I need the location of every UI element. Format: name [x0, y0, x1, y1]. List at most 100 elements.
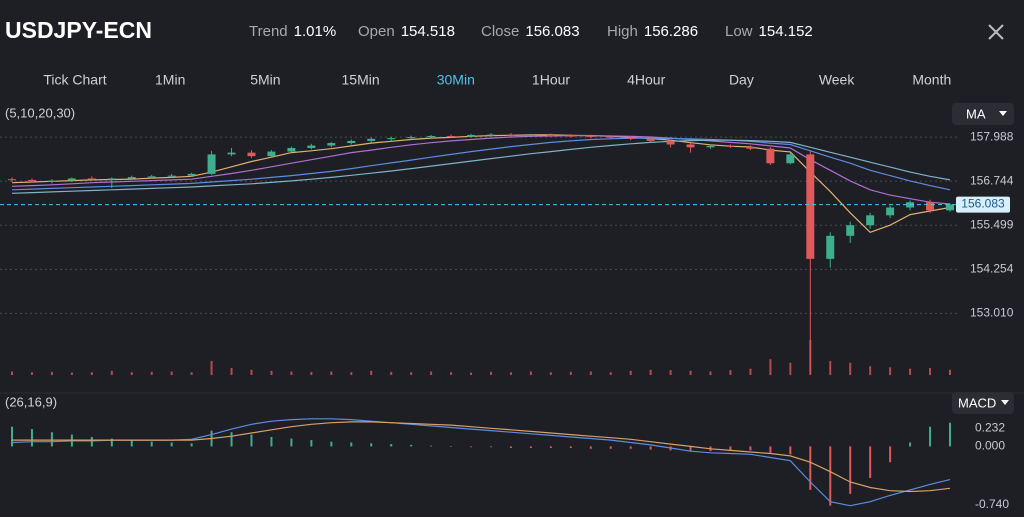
timeframe-tab[interactable]: 5Min [250, 72, 280, 88]
volume-bar [330, 371, 333, 375]
volume-bar [529, 371, 532, 375]
candle-body [726, 145, 735, 147]
ma-line [11, 137, 951, 191]
volume-bar [849, 362, 852, 375]
timeframe-tab[interactable]: 1Min [155, 72, 185, 88]
macd-histogram-bar [410, 444, 413, 447]
macd-histogram-bar [549, 446, 552, 449]
candle-body [666, 140, 675, 145]
ma-line [11, 135, 951, 205]
candle-body [786, 154, 795, 164]
macd-histogram-bar [110, 438, 113, 447]
timeframe-tab[interactable]: 15Min [342, 72, 380, 88]
volume-bar [250, 369, 253, 375]
volume-bar [869, 366, 872, 375]
macd-histogram-bar [749, 446, 752, 451]
timeframe-tab[interactable]: Day [729, 72, 754, 88]
candle-body [327, 143, 336, 146]
volume-bar [70, 372, 73, 375]
stat-label: Open [358, 23, 395, 40]
volume-bar [929, 368, 932, 375]
candle-body [946, 204, 954, 211]
macd-histogram-bar [869, 446, 872, 479]
macd-histogram-bar [30, 429, 33, 447]
macd-histogram-bar [11, 426, 13, 447]
last-price-label: 156.083 [961, 197, 1005, 211]
candle-body [27, 179, 36, 181]
volume-bar [390, 371, 393, 375]
macd-histogram-bar [450, 446, 453, 447]
volume-bar [709, 371, 712, 375]
volume-bar [11, 371, 13, 375]
volume-bar [769, 359, 772, 375]
timeframe-tab[interactable]: 4Hour [627, 72, 665, 88]
volume-bar [549, 372, 552, 375]
volume-bar [370, 370, 373, 375]
indicator-params: (26,16,9) [5, 394, 57, 409]
volume-bar [509, 372, 512, 375]
macd-dropdown[interactable] [952, 392, 1014, 414]
volume-bar [90, 372, 93, 375]
candle-body [626, 137, 635, 139]
macd-histogram-bar [509, 446, 512, 449]
candle-body [746, 146, 755, 149]
y-tick-label: 0.000 [975, 439, 1005, 453]
volume-bar [749, 368, 752, 375]
volume-bar [949, 369, 951, 375]
candle-body [207, 154, 216, 174]
macd-histogram-bar [430, 445, 433, 447]
candle-body [686, 144, 695, 148]
volume-bar [669, 370, 672, 375]
candle-body [866, 215, 875, 226]
timeframe-tab[interactable]: Week [819, 72, 856, 88]
candle-body [247, 152, 256, 157]
close-button[interactable] [988, 24, 1004, 40]
volume-bar [310, 371, 313, 375]
volume-bar [190, 372, 193, 375]
macd-histogram-bar [250, 434, 253, 447]
candle-body [486, 134, 495, 136]
volume-bar [629, 370, 632, 375]
candle-body [566, 135, 575, 137]
y-tick-label: 155.499 [970, 217, 1014, 231]
candle-body [187, 173, 196, 176]
ma-dropdown[interactable] [952, 103, 1014, 125]
volume-bar [270, 370, 273, 375]
volume-bar [649, 369, 652, 375]
volume-bar [110, 370, 113, 375]
candle-body [706, 145, 715, 148]
candle-body [347, 140, 356, 144]
candle-body [67, 178, 76, 181]
macd-histogram-bar [470, 446, 473, 448]
macd-histogram-bar [230, 432, 233, 447]
volume-bar [729, 370, 732, 375]
stat-label: Low [725, 23, 753, 40]
timeframe-tab[interactable]: Month [912, 72, 951, 88]
macd-histogram-bar [370, 443, 373, 447]
indicator-name: MA [966, 106, 986, 121]
macd-histogram-bar [769, 446, 772, 453]
y-tick-label: 153.010 [970, 306, 1014, 320]
y-tick-label: 0.232 [975, 420, 1005, 434]
volume-bar [569, 371, 572, 375]
volume-bar [290, 371, 293, 375]
volume-bar [609, 372, 612, 375]
stat-value: 154.152 [759, 23, 813, 40]
y-tick-label: 157.988 [970, 129, 1014, 143]
macd-histogram-bar [130, 440, 133, 447]
volume-bar [230, 368, 233, 375]
candle-body [367, 138, 376, 141]
timeframe-tab[interactable]: 1Hour [532, 72, 570, 88]
volume-bar [170, 371, 173, 375]
stat-value: 154.518 [401, 23, 455, 40]
volume-bar [210, 361, 213, 375]
timeframe-tab[interactable]: 30Min [437, 72, 475, 88]
timeframe-tab[interactable]: Tick Chart [43, 72, 106, 88]
candle-body [886, 207, 895, 216]
symbol-title: USDJPY-ECN [5, 17, 152, 43]
candle-body [646, 138, 655, 141]
candle-body [606, 136, 615, 138]
macd-histogram-bar [589, 446, 592, 449]
volume-bar [450, 372, 453, 375]
